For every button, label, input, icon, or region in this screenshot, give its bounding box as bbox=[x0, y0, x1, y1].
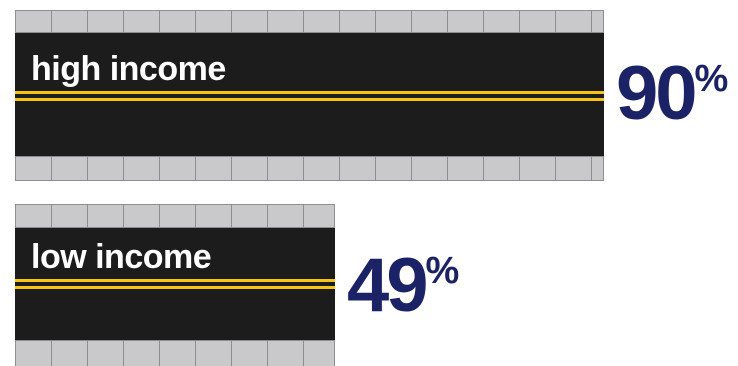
percent-sign: % bbox=[425, 250, 460, 292]
lane-line-lower bbox=[15, 286, 335, 289]
sidewalk-top bbox=[15, 10, 604, 33]
value-label-high-income: 90% bbox=[616, 56, 728, 132]
road-surface bbox=[15, 228, 335, 340]
sidewalk-top bbox=[15, 204, 335, 228]
value-number: 49 bbox=[347, 243, 429, 328]
value-label-low-income: 49% bbox=[347, 248, 459, 324]
sidewalk-bottom bbox=[15, 340, 335, 366]
value-number: 90 bbox=[616, 51, 698, 136]
lane-line-lower bbox=[15, 98, 604, 101]
category-label: low income bbox=[31, 238, 212, 276]
lane-line-upper bbox=[15, 91, 604, 94]
sidewalk-bottom bbox=[15, 156, 604, 181]
percent-sign: % bbox=[694, 58, 729, 100]
category-label: high income bbox=[31, 50, 226, 88]
lane-line-upper bbox=[15, 279, 335, 282]
